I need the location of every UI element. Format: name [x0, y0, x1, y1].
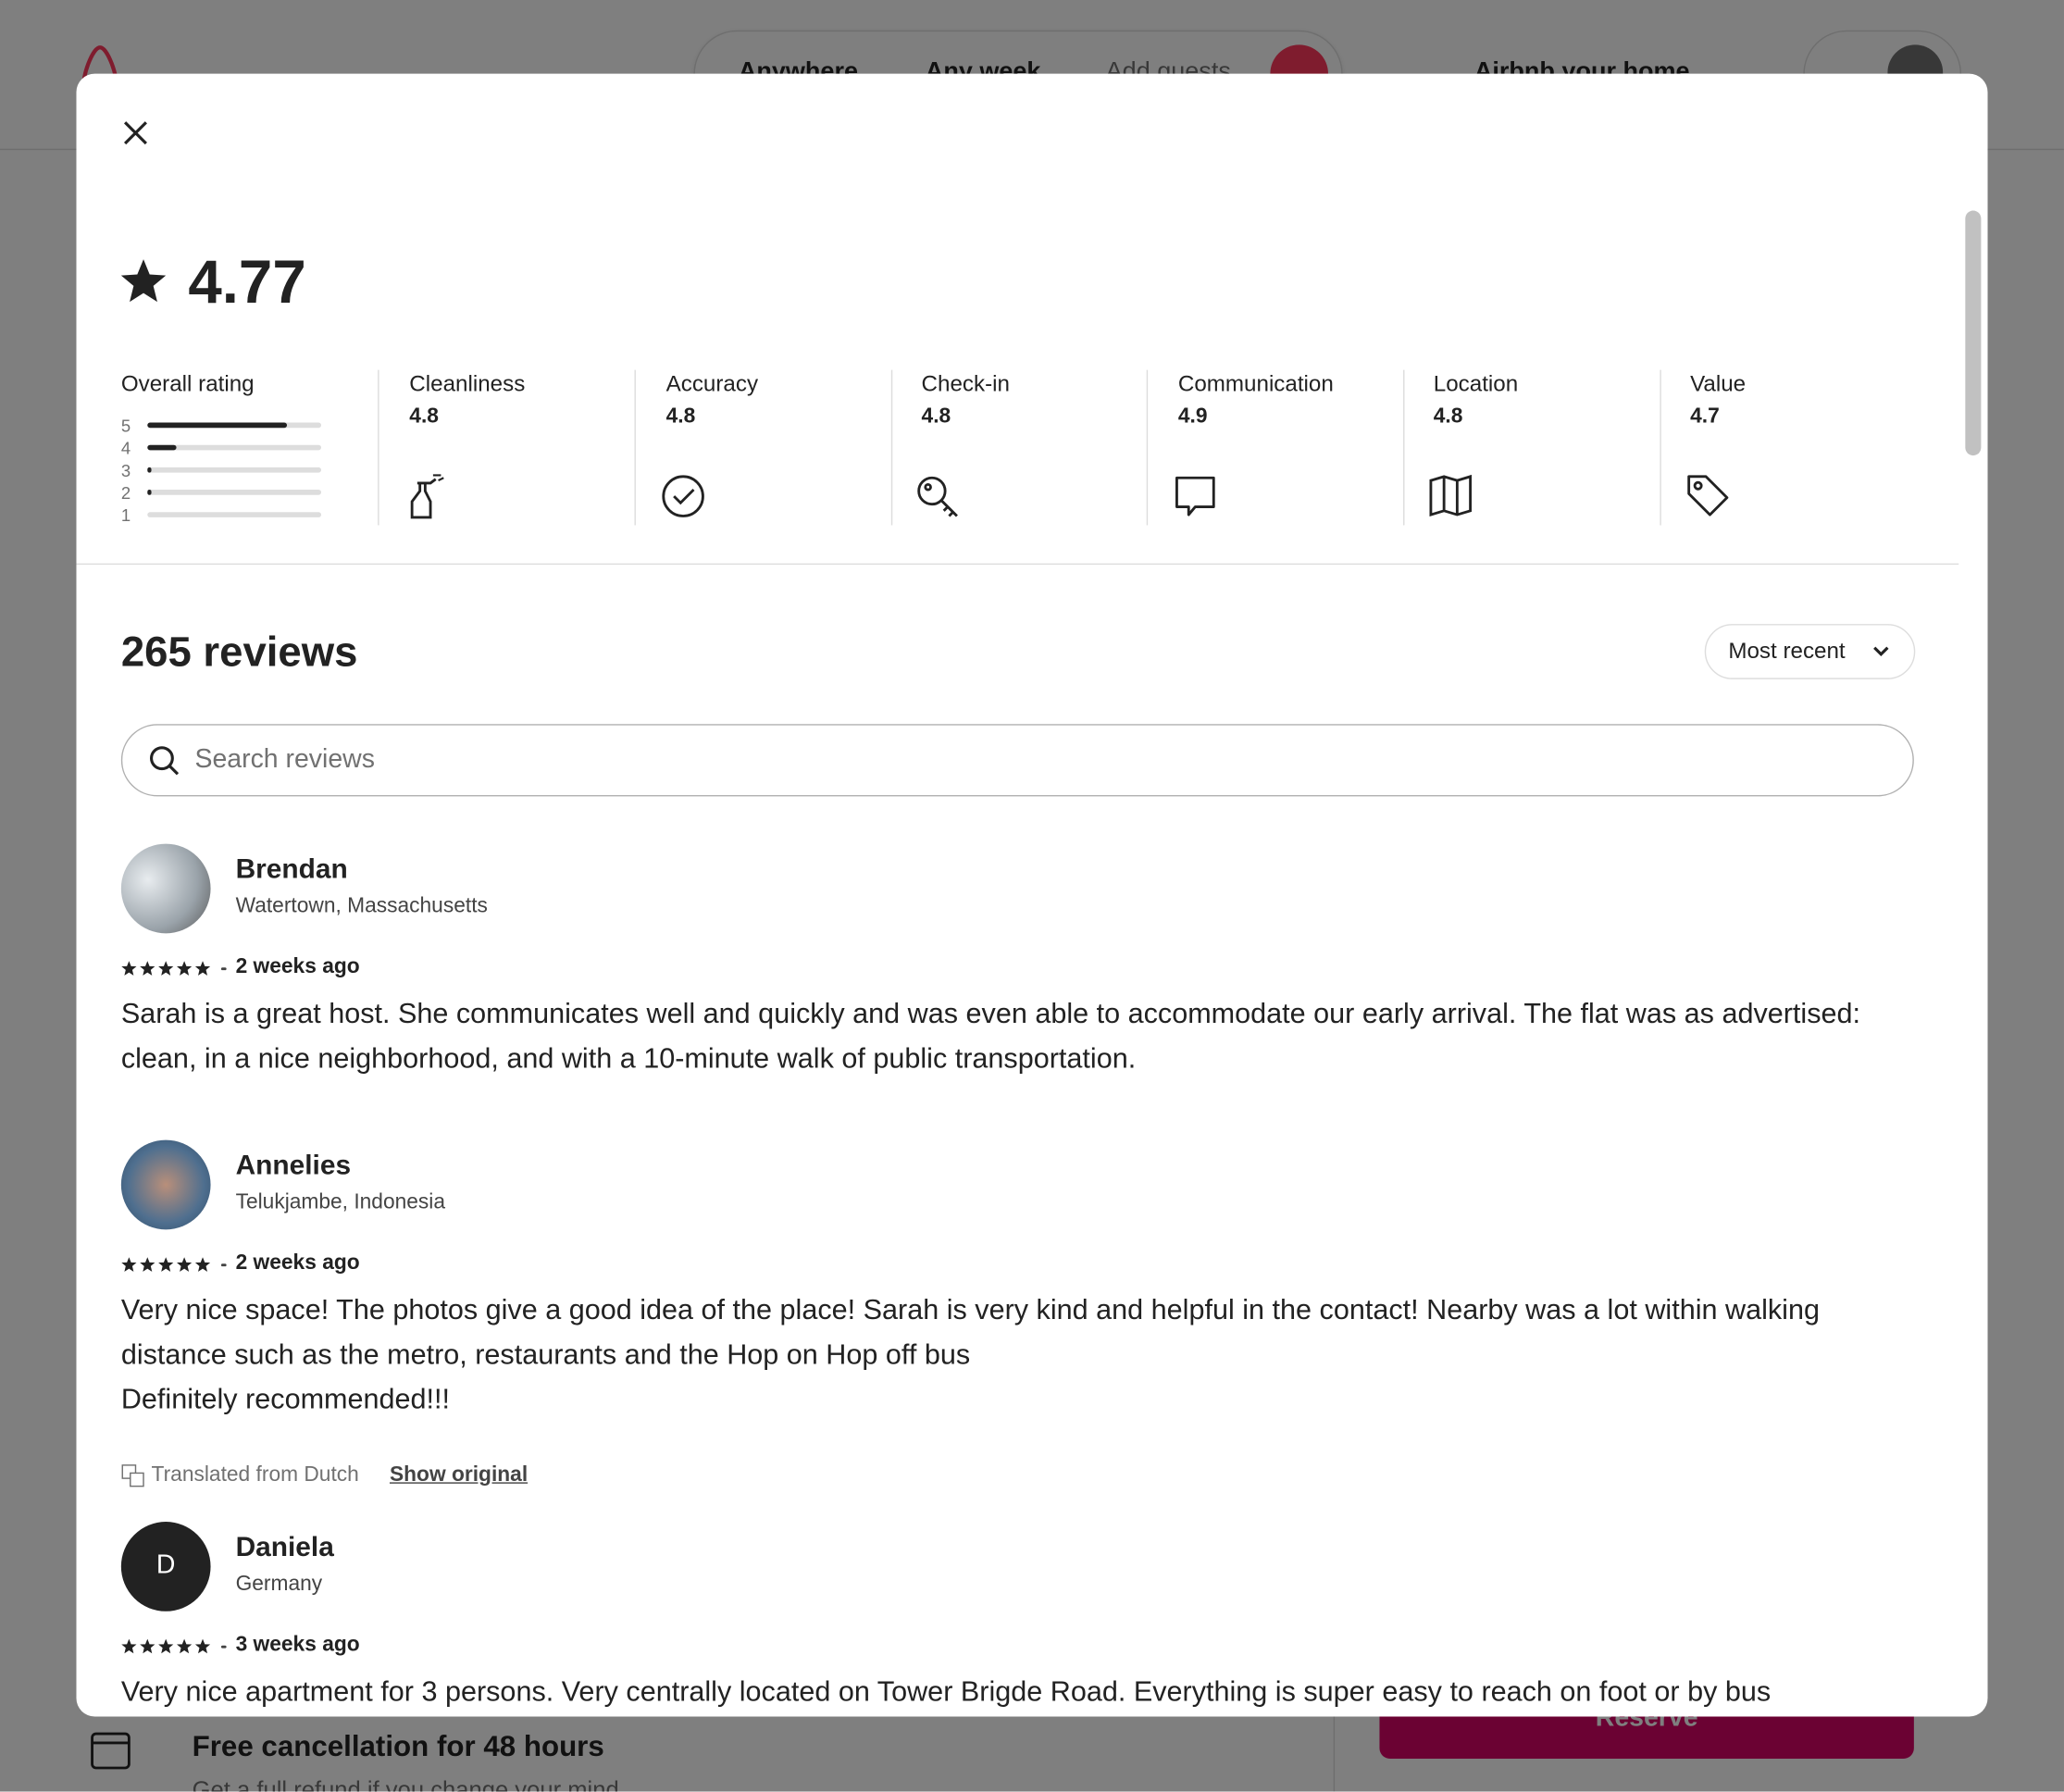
- rating-star: [120, 259, 167, 303]
- star: [158, 961, 174, 976]
- category-icon: [410, 474, 444, 519]
- category-name: Location: [1433, 371, 1519, 397]
- star: [140, 961, 155, 976]
- distribution-bar: [147, 467, 152, 473]
- avatar: D: [120, 1522, 211, 1612]
- reviewer-name: Daniela: [235, 1532, 334, 1563]
- distribution-label: 5: [120, 416, 131, 436]
- category-score: 4.7: [1690, 405, 1720, 429]
- star: [194, 1257, 211, 1272]
- distribution-label: 2: [120, 482, 131, 504]
- avatar: [120, 1139, 211, 1230]
- star-rating: [121, 1257, 211, 1272]
- category-icon: [1429, 474, 1473, 516]
- category-icon: [662, 475, 704, 517]
- category-divider: [1146, 369, 1149, 526]
- distribution-track: [147, 444, 322, 451]
- category-name: Accuracy: [665, 371, 759, 397]
- reviewer-location: Germany: [235, 1573, 323, 1596]
- category-icon: [917, 476, 958, 517]
- distribution-bar: [147, 490, 152, 495]
- star: [121, 961, 137, 976]
- reviewer-location: Telukjambe, Indonesia: [235, 1191, 446, 1214]
- category-divider: [1403, 369, 1405, 526]
- distribution-track: [147, 467, 322, 473]
- translation-note: Translated from Dutch: [151, 1463, 359, 1487]
- separator-dot: [220, 1645, 227, 1649]
- distribution-track: [147, 512, 322, 517]
- star-rating: [121, 961, 211, 976]
- reviewer-name: Annelies: [235, 1150, 352, 1181]
- star: [158, 1257, 174, 1272]
- star: [121, 1257, 137, 1272]
- category-divider: [890, 369, 893, 526]
- category-score: 4.8: [665, 405, 696, 429]
- star: [177, 1257, 193, 1272]
- review-text: Very nice space! The photos give a good …: [120, 1294, 1820, 1415]
- reviewer-location: Watertown, Massachusetts: [235, 895, 488, 918]
- review-text: Sarah is a great host. She communicates …: [120, 998, 1861, 1075]
- category-divider: [378, 369, 379, 526]
- star: [140, 1257, 155, 1272]
- chevron: [1873, 646, 1889, 657]
- avatar: [120, 843, 211, 934]
- reviews-modal: 4.77 Overall rating 265 reviews Most rec…: [76, 73, 1988, 1717]
- separator-dot: [220, 1263, 227, 1267]
- close-button[interactable]: [121, 118, 150, 147]
- distribution-bar: [147, 444, 178, 451]
- star: [121, 1638, 137, 1654]
- star: [158, 1638, 174, 1654]
- category-divider: [634, 369, 636, 526]
- review-time: 3 weeks ago: [235, 1633, 360, 1657]
- separator-dot: [220, 967, 227, 971]
- review-time: 2 weeks ago: [235, 955, 360, 978]
- category-score: 4.8: [921, 405, 951, 429]
- category-name: Check-in: [921, 371, 1010, 397]
- category-icon: [1687, 475, 1729, 516]
- reviewer-name: Brendan: [235, 854, 348, 885]
- overall-label: Overall rating: [120, 371, 255, 397]
- category-icon: [1175, 476, 1215, 516]
- star: [194, 1638, 211, 1654]
- distribution-bar: [147, 422, 287, 429]
- distribution-label: 3: [120, 460, 131, 481]
- category-score: 4.8: [1433, 405, 1463, 429]
- category-name: Cleanliness: [409, 371, 526, 397]
- distribution-track: [147, 422, 322, 429]
- search-reviews[interactable]: Search reviews: [120, 724, 1914, 797]
- overall-score: 4.77: [188, 247, 306, 317]
- category-score: 4.8: [409, 405, 439, 429]
- category-name: Communication: [1177, 371, 1334, 397]
- scrollbar: [1965, 210, 1982, 456]
- search-placeholder: Search reviews: [194, 744, 375, 775]
- distribution-track: [147, 490, 322, 495]
- search-icon: [149, 746, 180, 776]
- star: [177, 1638, 193, 1654]
- star: [140, 1638, 155, 1654]
- star-rating: [121, 1638, 211, 1654]
- sort-dropdown[interactable]: Most recent: [1704, 624, 1916, 679]
- show-original[interactable]: Show original: [389, 1463, 528, 1487]
- review-text: Very nice apartment for 3 persons. Very …: [120, 1675, 1772, 1708]
- star: [194, 961, 211, 976]
- review-time: 2 weeks ago: [235, 1251, 360, 1275]
- distribution-label: 1: [120, 505, 131, 526]
- section-divider: [76, 563, 1959, 566]
- sort-label: Most recent: [1728, 638, 1846, 664]
- distribution-label: 4: [120, 438, 131, 458]
- avatar-initial: D: [155, 1550, 176, 1580]
- translate-icon: [121, 1464, 144, 1487]
- review-count: 265 reviews: [120, 628, 358, 676]
- category-name: Value: [1690, 371, 1747, 397]
- category-score: 4.9: [1177, 405, 1208, 429]
- star: [177, 961, 193, 976]
